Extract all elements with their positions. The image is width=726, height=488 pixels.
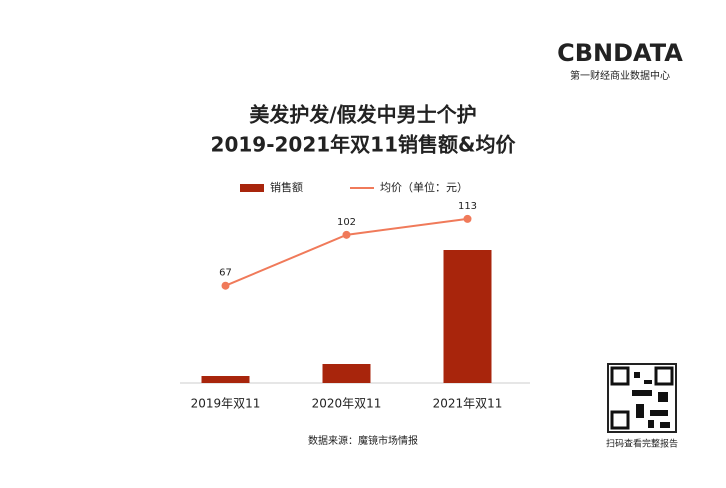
line-point	[221, 281, 230, 290]
legend-label: 销售额	[270, 180, 303, 194]
line-point	[342, 230, 351, 239]
bar	[201, 376, 250, 383]
x-tick-label: 2021年双11	[433, 397, 503, 411]
line-point	[463, 214, 472, 223]
qr-code	[607, 363, 677, 433]
x-tick-label: 2019年双11	[191, 397, 261, 411]
data-label: 113	[458, 201, 477, 212]
data-label: 102	[337, 217, 356, 228]
x-tick-label: 2020年双11	[312, 397, 382, 411]
bar	[322, 364, 371, 383]
bar	[443, 250, 492, 383]
legend-label: 均价（单位：元）	[380, 180, 468, 194]
chart-title: 美发护发/假发中男士个护	[249, 103, 476, 127]
legend-swatch	[240, 184, 264, 192]
chart-title: 2019-2021年双11销售额&均价	[211, 133, 517, 157]
logo: CBNDATA	[557, 39, 683, 67]
data-label: 67	[219, 268, 232, 279]
logo-sub: 第一财经商业数据中心	[570, 69, 670, 82]
source: 数据来源：魔镜市场情报	[308, 434, 418, 447]
qr-caption: 扫码查看完整报告	[606, 438, 678, 450]
